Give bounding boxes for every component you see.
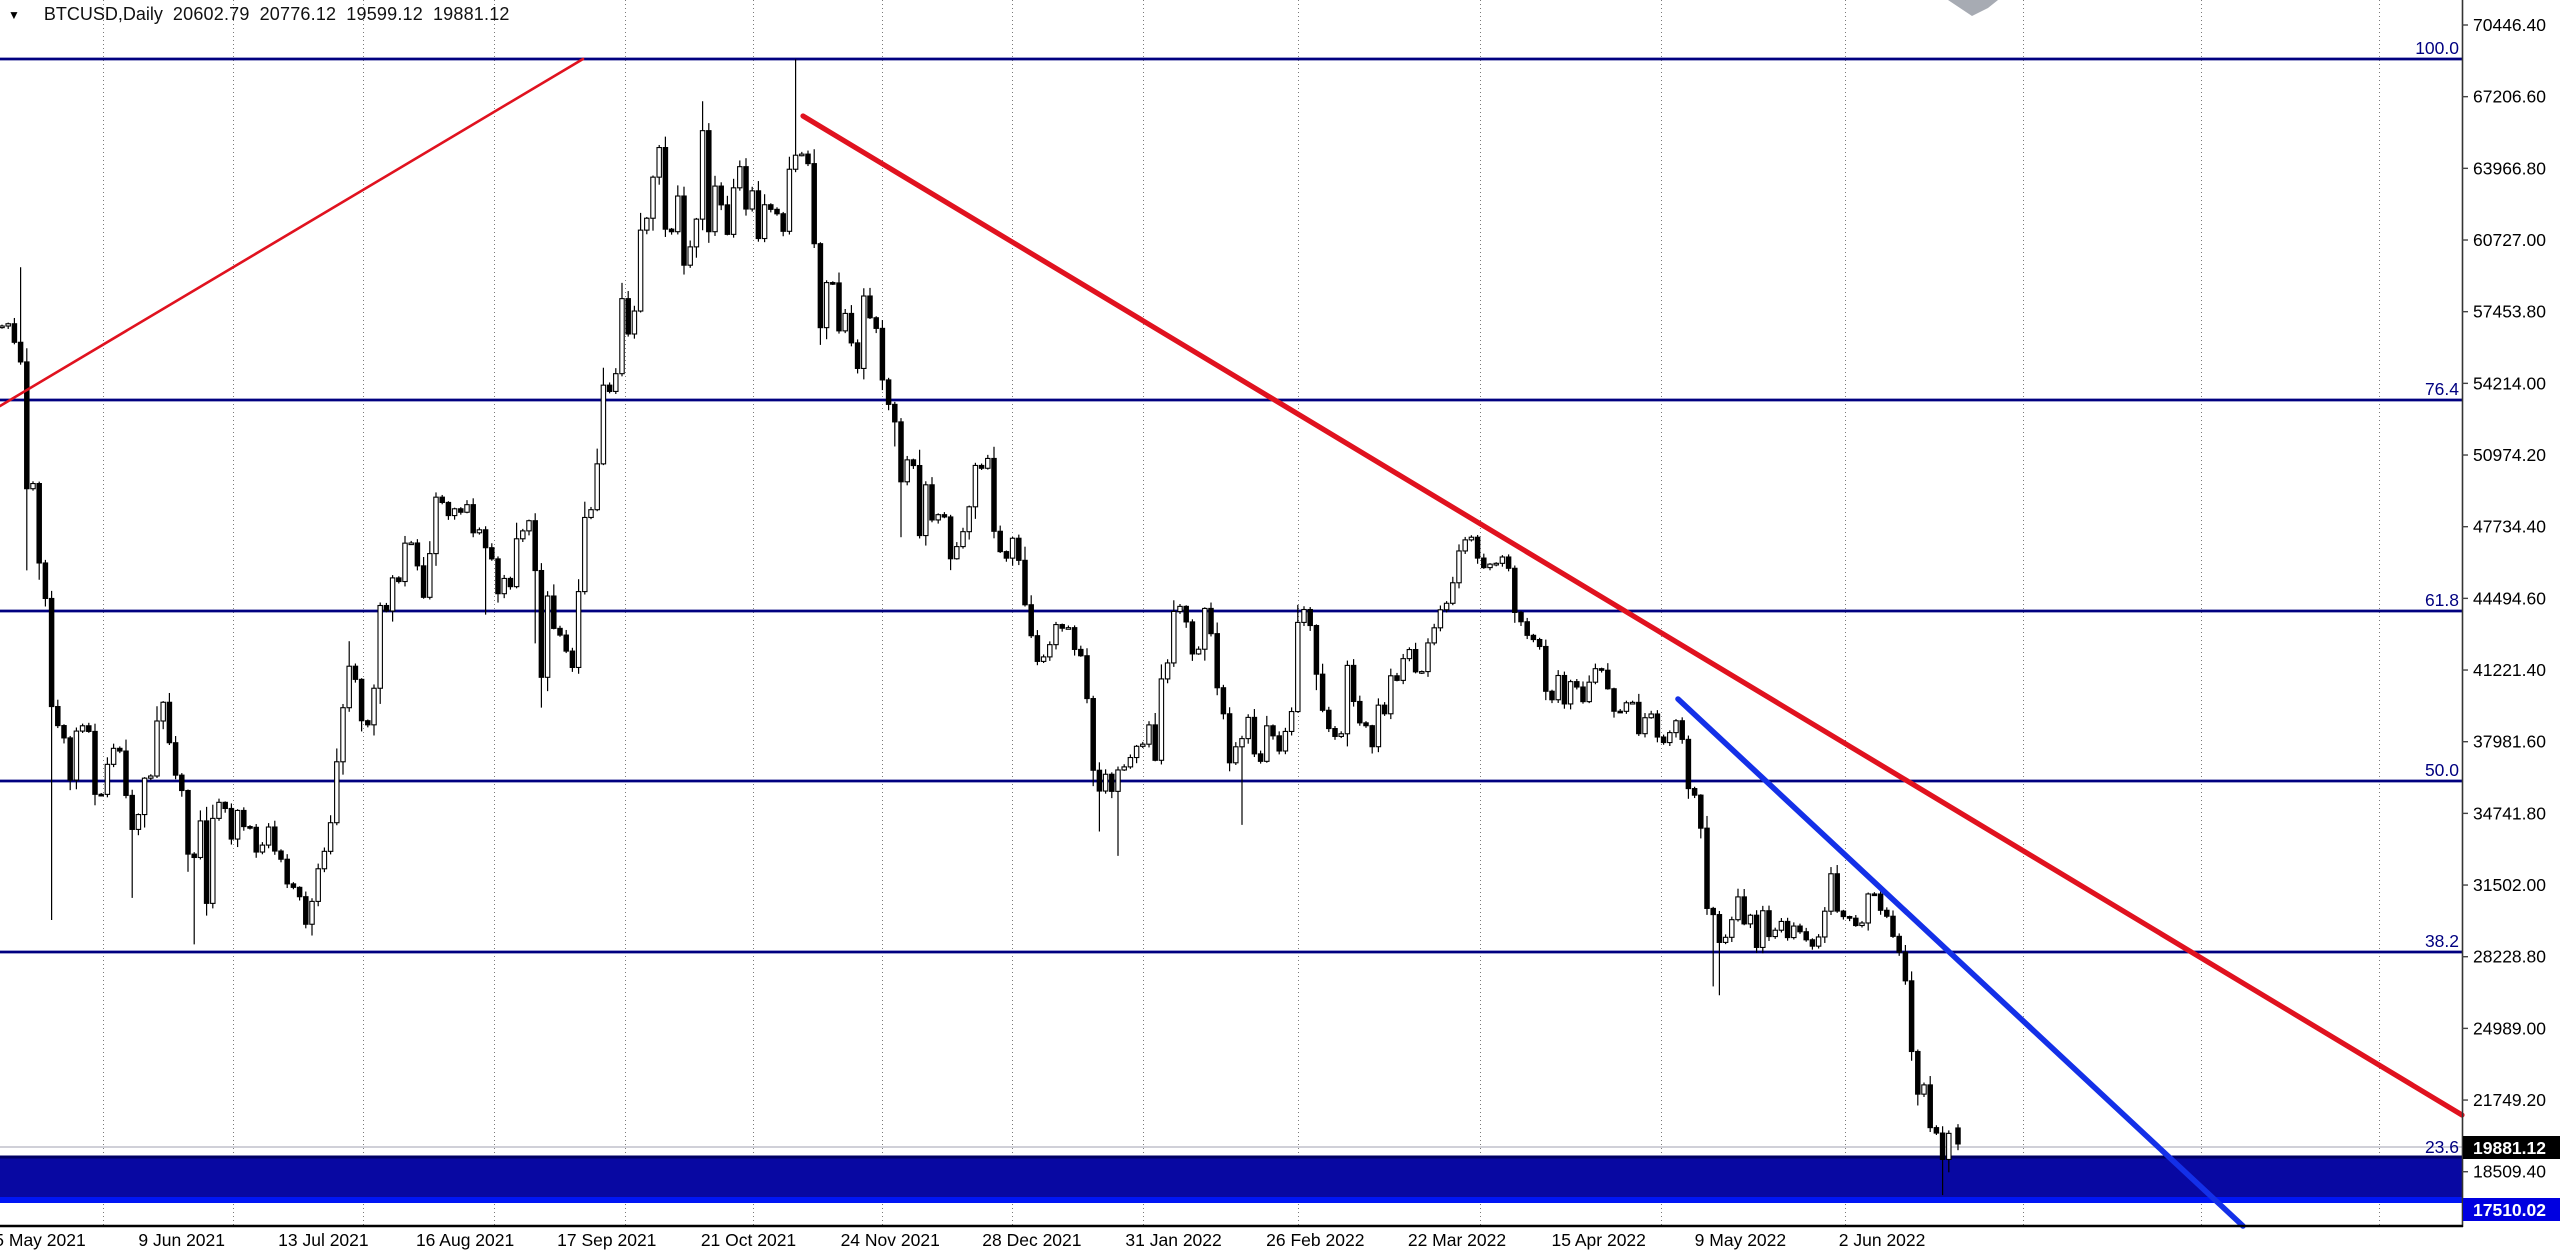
current-price-box: [2463, 1136, 2560, 1159]
price-axis-label: 63966.80: [2473, 158, 2546, 178]
fib-label-23.6: 23.6: [2425, 1137, 2459, 1157]
ohlc-quote-open: 20602.79: [172, 4, 250, 24]
support-band[interactable]: [0, 1155, 2462, 1204]
price-axis-label: 34741.80: [2473, 803, 2546, 823]
red-descending-trendline[interactable]: [800, 113, 2465, 1118]
time-axis-label: 22 Mar 2022: [1408, 1230, 1506, 1250]
blue-descending-trendline[interactable]: [1675, 696, 2246, 1229]
collapse-ohlc-icon[interactable]: ▼: [8, 7, 20, 22]
price-axis-label: 44494.60: [2473, 588, 2546, 608]
price-axis-label: 57453.80: [2473, 302, 2546, 322]
fib-label-38.2: 38.2: [2425, 931, 2459, 951]
time-axis-label: 15 Apr 2022: [1552, 1230, 1646, 1250]
time-axis-label: 31 Jan 2022: [1125, 1230, 1221, 1250]
price-axis-label: 54214.00: [2473, 373, 2546, 393]
price-axis-label: 60727.00: [2473, 230, 2546, 250]
time-axis-label: 5 May 2021: [0, 1230, 86, 1250]
price-axis[interactable]: 70446.40 67206.60 63966.80 60727.00 57453.80…: [2462, 15, 2546, 1182]
time-axis-label: 24 Nov 2021: [841, 1230, 940, 1250]
red-ascending-trendline[interactable]: [0, 57, 585, 408]
price-axis-label: 21749.20: [2473, 1090, 2546, 1110]
fib-label-61.8: 61.8: [2425, 590, 2459, 610]
price-axis-label: 24989.00: [2473, 1018, 2546, 1038]
ohlc-quote-close: 19881.12: [432, 4, 510, 24]
cursor-artifact: [1948, 0, 1998, 16]
time-axis-label: 28 Dec 2021: [982, 1230, 1081, 1250]
fib-label-76.4: 76.4: [2425, 379, 2459, 399]
chart-header: ▼ BTCUSD,Daily 20602.79 20776.12 19599.1…: [8, 4, 510, 25]
price-axis-label: 18509.40: [2473, 1162, 2546, 1182]
price-axis-label: 28228.80: [2473, 947, 2546, 967]
trendlines[interactable]: [0, 57, 2465, 1229]
time-axis-label: 9 May 2022: [1695, 1230, 1786, 1250]
price-boxes: 19881.12 17510.02: [2463, 1136, 2560, 1221]
price-axis-label: 41221.40: [2473, 660, 2546, 680]
current-price-value: 19881.12: [2473, 1138, 2546, 1158]
ohlc-quote-high: 20776.12: [259, 4, 337, 24]
candles-layer: [0, 59, 1961, 1196]
fibonacci-lines[interactable]: [0, 57, 2462, 1148]
time-axis-label: 9 Jun 2021: [138, 1230, 225, 1250]
time-axis-label: 16 Aug 2021: [416, 1230, 514, 1250]
price-axis-label: 70446.40: [2473, 15, 2546, 35]
time-axis[interactable]: 5 May 2021 9 Jun 2021 13 Jul 2021 16 Aug 20…: [0, 1230, 1925, 1250]
time-gridlines: [103, 0, 2380, 1226]
level-price-value: 17510.02: [2473, 1200, 2546, 1220]
fib-label-100.0: 100.0: [2415, 38, 2459, 58]
ohlc-quote-low: 19599.12: [346, 4, 423, 24]
fib-labels: 100.0 76.4 61.8 50.0 38.2 23.6: [2415, 38, 2459, 1157]
price-axis-label: 67206.60: [2473, 87, 2546, 107]
price-axis-label: 47734.40: [2473, 517, 2546, 537]
price-axis-label: 50974.20: [2473, 445, 2546, 465]
fib-label-50.0: 50.0: [2425, 760, 2459, 780]
price-axis-label: 37981.60: [2473, 732, 2546, 752]
time-axis-label: 2 Jun 2022: [1839, 1230, 1926, 1250]
level-price-box: [2463, 1198, 2560, 1221]
time-axis-label: 13 Jul 2021: [278, 1230, 369, 1250]
time-axis-label: 17 Sep 2021: [557, 1230, 656, 1250]
price-axis-label: 31502.00: [2473, 875, 2546, 895]
time-axis-label: 26 Feb 2022: [1266, 1230, 1364, 1250]
level-line-17510[interactable]: [0, 1197, 2462, 1203]
time-axis-label: 21 Oct 2021: [701, 1230, 796, 1250]
symbol-timeframe-label: BTCUSD,Daily: [43, 4, 163, 24]
